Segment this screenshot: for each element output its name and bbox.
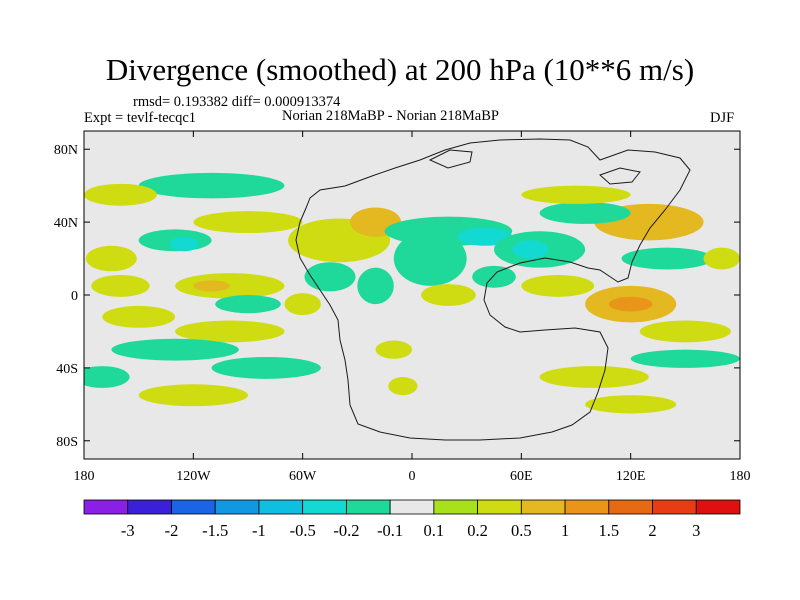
colorbar-label-1: -2 bbox=[165, 521, 179, 540]
divergence-region-30 bbox=[608, 296, 653, 312]
divergence-region-28 bbox=[521, 274, 595, 297]
colorbar-box-12 bbox=[608, 499, 653, 515]
colorbar-box-10 bbox=[520, 499, 566, 515]
divergence-region-16 bbox=[304, 262, 356, 292]
divergence-region-19 bbox=[375, 340, 412, 359]
divergence-region-12 bbox=[138, 172, 285, 199]
y-tick-label-3: 40S bbox=[56, 362, 78, 377]
colorbar-box-13 bbox=[652, 499, 697, 515]
colorbar-label-8: 0.2 bbox=[467, 521, 488, 540]
y-tick-label-0: 80N bbox=[54, 143, 78, 158]
divergence-region-25 bbox=[512, 240, 549, 259]
colorbar-box-14 bbox=[695, 499, 741, 515]
comparison-label: Norian 218MaBP - Norian 218MaBP bbox=[282, 108, 499, 124]
colorbar-label-12: 2 bbox=[648, 521, 656, 540]
x-tick-label-0: 180 bbox=[74, 469, 95, 484]
divergence-region-40 bbox=[138, 384, 248, 407]
divergence-region-32 bbox=[539, 202, 631, 224]
divergence-region-18 bbox=[284, 293, 321, 316]
eastern-island-coastline bbox=[599, 167, 641, 185]
colorbar-box-8 bbox=[433, 499, 479, 515]
divergence-region-20 bbox=[388, 377, 418, 396]
divergence-region-9 bbox=[111, 338, 239, 361]
colorbar-label-9: 0.5 bbox=[511, 521, 532, 540]
divergence-region-17 bbox=[357, 267, 394, 305]
colorbar-label-6: -0.1 bbox=[377, 521, 403, 540]
pangea-coastline bbox=[295, 138, 691, 441]
x-tick-label-4: 60E bbox=[510, 469, 533, 484]
colorbar-box-3 bbox=[214, 499, 260, 515]
divergence-region-27 bbox=[472, 265, 516, 288]
divergence-region-37 bbox=[630, 349, 740, 368]
x-tick-label-3: 0 bbox=[409, 469, 416, 484]
colorbar-box-9 bbox=[477, 499, 522, 515]
x-tick-label-2: 60W bbox=[289, 469, 317, 484]
season-label: DJF bbox=[710, 110, 735, 126]
divergence-region-38 bbox=[539, 366, 649, 388]
y-tick-label-4: 80S bbox=[56, 435, 78, 450]
divergence-region-1 bbox=[91, 274, 150, 297]
divergence-region-6 bbox=[193, 280, 230, 292]
x-tick-label-1: 120W bbox=[176, 469, 211, 484]
divergence-region-7 bbox=[215, 295, 281, 314]
colorbar-label-4: -0.5 bbox=[290, 521, 316, 540]
colorbar-box-4 bbox=[258, 499, 304, 515]
colorbar-label-0: -3 bbox=[121, 521, 135, 540]
divergence-region-10 bbox=[211, 356, 321, 379]
divergence-region-8 bbox=[175, 320, 285, 343]
colorbar-box-5 bbox=[302, 499, 347, 515]
colorbar-label-11: 1.5 bbox=[598, 521, 619, 540]
colorbar-label-13: 3 bbox=[692, 521, 700, 540]
divergence-region-39 bbox=[585, 395, 677, 414]
divergence-region-11 bbox=[193, 211, 303, 234]
chart-title: Divergence (smoothed) at 200 hPa (10**6 … bbox=[105, 52, 695, 87]
divergence-region-35 bbox=[703, 247, 740, 270]
colorbar-box-6 bbox=[345, 499, 391, 515]
divergence-region-41 bbox=[84, 366, 130, 388]
colorbar-box-0 bbox=[83, 499, 129, 515]
y-tick-label-2: 0 bbox=[71, 289, 78, 304]
experiment-label: Expt = tevlf-tecqc1 bbox=[84, 110, 197, 126]
colorbar-label-5: -0.2 bbox=[333, 521, 359, 540]
colorbar-label-10: 1 bbox=[561, 521, 569, 540]
colorbar-label-3: -1 bbox=[252, 521, 266, 540]
divergence-region-34 bbox=[621, 247, 713, 270]
divergence-region-13 bbox=[84, 183, 157, 206]
colorbar-box-1 bbox=[127, 499, 172, 515]
divergence-region-23 bbox=[457, 227, 513, 246]
divergence-region-33 bbox=[521, 185, 631, 204]
divergence-region-4 bbox=[169, 236, 199, 252]
colorbar-label-7: 0.1 bbox=[424, 521, 445, 540]
divergence-region-0 bbox=[85, 245, 137, 272]
colorbar-label-2: -1.5 bbox=[202, 521, 228, 540]
colorbar-box-2 bbox=[171, 499, 216, 515]
y-tick-label-1: 40N bbox=[54, 216, 78, 231]
colorbar-box-11 bbox=[564, 499, 610, 515]
divergence-region-36 bbox=[639, 320, 731, 343]
divergence-region-26 bbox=[421, 284, 476, 306]
colorbar-box-7 bbox=[389, 499, 435, 515]
stats-label: rmsd= 0.193382 diff= 0.000913374 bbox=[133, 94, 341, 110]
northern-island-coastline bbox=[428, 149, 473, 169]
x-tick-label-5: 120E bbox=[616, 469, 646, 484]
divergence-region-2 bbox=[102, 305, 176, 328]
x-tick-label-6: 180 bbox=[730, 469, 751, 484]
